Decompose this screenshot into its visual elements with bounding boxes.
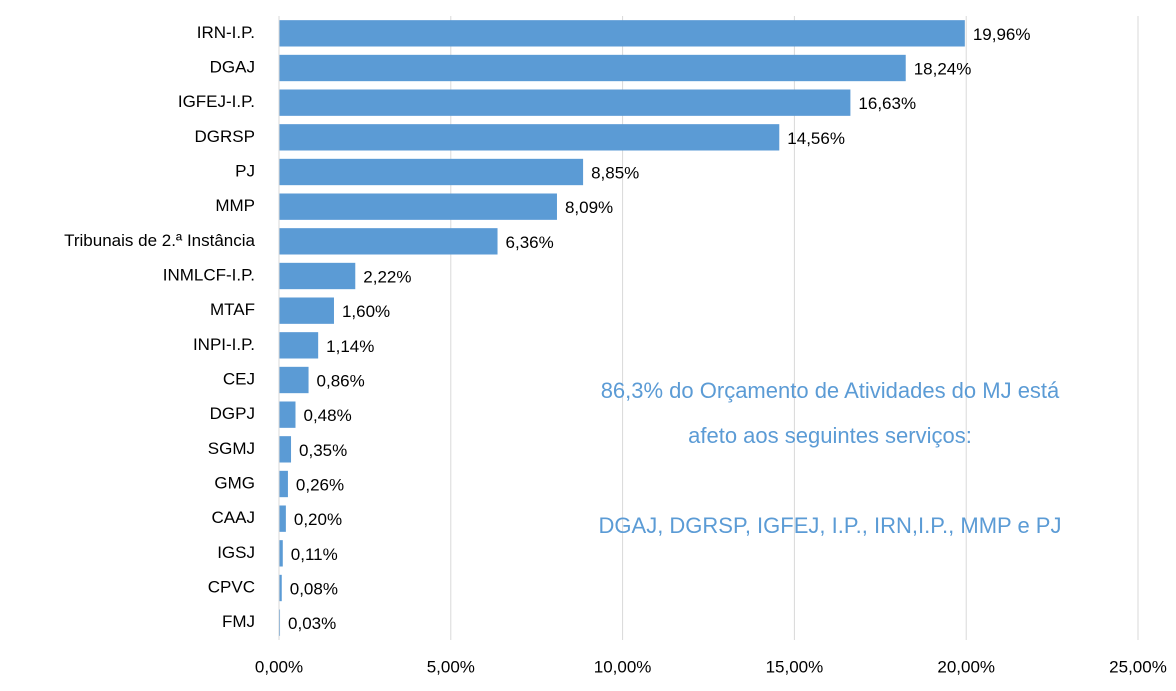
x-tick-label: 25,00% [1109, 657, 1167, 676]
data-label: 16,63% [858, 94, 916, 113]
bar [279, 470, 288, 498]
y-tick-label: CAAJ [212, 508, 255, 527]
bar [279, 193, 557, 220]
data-label: 1,14% [326, 337, 374, 356]
y-tick-label: IRN-I.P. [197, 23, 255, 42]
bar [279, 20, 965, 47]
y-tick-label: PJ [235, 161, 255, 180]
annotation: 86,3% do Orçamento de Atividades do MJ e… [601, 378, 1060, 403]
y-tick-label: DGAJ [210, 57, 255, 76]
bar [279, 366, 309, 394]
bar [279, 609, 281, 636]
data-label: 0,86% [317, 371, 365, 390]
bar [279, 54, 906, 82]
data-label: 8,85% [591, 163, 639, 182]
bar [279, 574, 282, 602]
bar [279, 124, 780, 151]
bar [279, 262, 356, 290]
y-tick-label: IGSJ [217, 543, 255, 562]
data-label: 0,26% [296, 475, 344, 494]
bar [279, 540, 283, 567]
y-tick-label: DGRSP [195, 127, 255, 146]
bar [279, 228, 498, 255]
annotation: afeto aos seguintes serviços: [688, 423, 972, 448]
y-tick-label: CEJ [223, 369, 255, 388]
x-tick-label: 0,00% [255, 657, 303, 676]
data-label: 19,96% [973, 25, 1031, 44]
y-tick-label: INMLCF-I.P. [163, 265, 255, 284]
y-tick-label: DGPJ [210, 404, 255, 423]
data-label: 0,03% [288, 614, 336, 633]
y-tick-label: MTAF [210, 300, 255, 319]
data-label: 6,36% [506, 233, 554, 252]
data-label: 2,22% [363, 267, 411, 286]
bar [279, 505, 286, 532]
y-tick-label: FMJ [222, 612, 255, 631]
x-tick-label: 10,00% [594, 657, 652, 676]
y-tick-label: Tribunais de 2.ª Instância [64, 231, 255, 250]
data-label: 0,08% [290, 579, 338, 598]
x-tick-label: 20,00% [937, 657, 995, 676]
bar [279, 436, 292, 463]
y-tick-label: CPVC [208, 577, 255, 596]
x-tick-label: 5,00% [427, 657, 475, 676]
data-label: 0,11% [291, 545, 338, 564]
data-label: 14,56% [787, 129, 845, 148]
y-tick-label: IGFEJ-I.P. [178, 92, 255, 111]
bar [279, 89, 851, 116]
data-label: 0,35% [299, 441, 347, 460]
data-label: 0,20% [294, 510, 342, 529]
y-tick-label: INPI-I.P. [193, 335, 255, 354]
x-tick-label: 15,00% [766, 657, 824, 676]
data-label: 8,09% [565, 198, 613, 217]
bar [279, 297, 334, 324]
data-label: 1,60% [342, 302, 390, 321]
annotation: DGAJ, DGRSP, IGFEJ, I.P., IRN,I.P., MMP … [599, 513, 1062, 538]
bar [279, 158, 584, 186]
bar [279, 401, 296, 428]
y-tick-label: MMP [215, 196, 255, 215]
y-tick-label: SGMJ [208, 439, 255, 458]
bar [279, 332, 319, 359]
data-label: 18,24% [914, 59, 972, 78]
y-tick-label: GMG [214, 473, 255, 492]
data-label: 0,48% [303, 406, 351, 425]
